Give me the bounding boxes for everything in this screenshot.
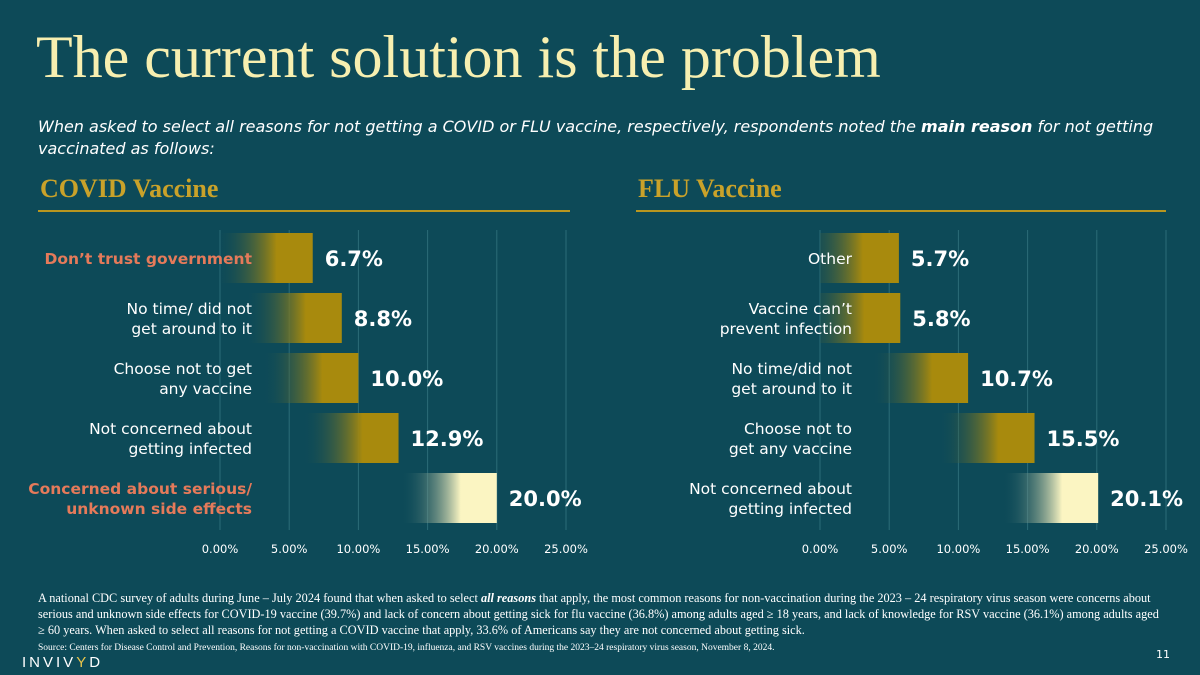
- subtitle-emphasis: main reason: [921, 117, 1033, 136]
- category-label: No time/ did not get around to it: [127, 300, 252, 338]
- footnote-emphasis: all reasons: [480, 591, 536, 605]
- brand-logo: INVIVYD: [22, 654, 104, 671]
- bar: [220, 413, 399, 463]
- category-label: Choose not to get any vaccine: [114, 360, 252, 398]
- bar: [820, 353, 969, 403]
- data-label: 12.9%: [411, 427, 484, 451]
- bar: [220, 233, 313, 283]
- bar: [220, 293, 342, 343]
- bar: [220, 353, 359, 403]
- data-label: 15.5%: [1047, 427, 1120, 451]
- footnote: A national CDC survey of adults during J…: [38, 591, 1159, 637]
- x-tick-label: 25.00%: [1144, 542, 1188, 556]
- data-label: 8.8%: [354, 307, 412, 331]
- category-label: Not concerned about getting infected: [89, 420, 252, 458]
- category-label: Vaccine can’t prevent infection: [720, 300, 852, 338]
- page-number: 11: [1156, 648, 1170, 661]
- x-tick-label: 20.00%: [475, 542, 519, 556]
- bar: [820, 473, 1099, 523]
- data-label: 5.7%: [911, 247, 969, 271]
- category-label: Concerned about serious/unknown side eff…: [28, 480, 252, 518]
- flu-chart-svg: 0.00% 5.00% 10.00% 15.00% 20.00% 25.00% 5.7% Ot…: [689, 230, 1188, 556]
- x-tick-label: 15.00%: [1006, 542, 1050, 556]
- data-label: 5.8%: [912, 307, 970, 331]
- bar: [820, 233, 899, 283]
- flu-section-title: FLU Vaccine: [638, 174, 782, 203]
- x-tick-label: 5.00%: [871, 542, 908, 556]
- subtitle: When asked to select all reasons for not…: [38, 117, 1154, 158]
- category-label: Not concerned about getting infected: [689, 480, 852, 518]
- data-label: 6.7%: [325, 247, 383, 271]
- data-label: 20.1%: [1110, 487, 1183, 511]
- category-label: No time/did not get around to it: [731, 360, 852, 398]
- page-title: The current solution is the problem: [36, 24, 881, 90]
- x-tick-label: 10.00%: [936, 542, 980, 556]
- data-label: 10.0%: [370, 367, 443, 391]
- covid-chart: 0.00% 5.00% 10.00% 15.00% 20.00% 25.00% 6.7% Do…: [0, 222, 600, 562]
- covid-section-divider: [38, 210, 570, 212]
- covid-section-title: COVID Vaccine: [40, 174, 219, 203]
- flu-section-divider: [636, 210, 1166, 212]
- bar: [820, 413, 1035, 463]
- category-label: Other: [808, 250, 853, 268]
- flu-chart: 0.00% 5.00% 10.00% 15.00% 20.00% 25.00% 5.7% Ot…: [600, 222, 1200, 562]
- x-tick-label: 5.00%: [271, 542, 308, 556]
- category-label: Don’t trust government: [44, 250, 252, 268]
- x-tick-label: 0.00%: [202, 542, 239, 556]
- bar: [820, 293, 901, 343]
- data-label: 10.7%: [980, 367, 1053, 391]
- x-tick-label: 10.00%: [336, 542, 380, 556]
- x-tick-label: 25.00%: [544, 542, 588, 556]
- x-tick-label: 15.00%: [406, 542, 450, 556]
- bar: [220, 473, 497, 523]
- covid-chart-svg: 0.00% 5.00% 10.00% 15.00% 20.00% 25.00% 6.7% Do…: [28, 230, 588, 556]
- source-citation: Source: Centers for Disease Control and …: [38, 643, 775, 653]
- x-tick-label: 20.00%: [1075, 542, 1119, 556]
- x-tick-label: 0.00%: [802, 542, 839, 556]
- category-label: Choose not to get any vaccine: [729, 420, 852, 458]
- data-label: 20.0%: [509, 487, 582, 511]
